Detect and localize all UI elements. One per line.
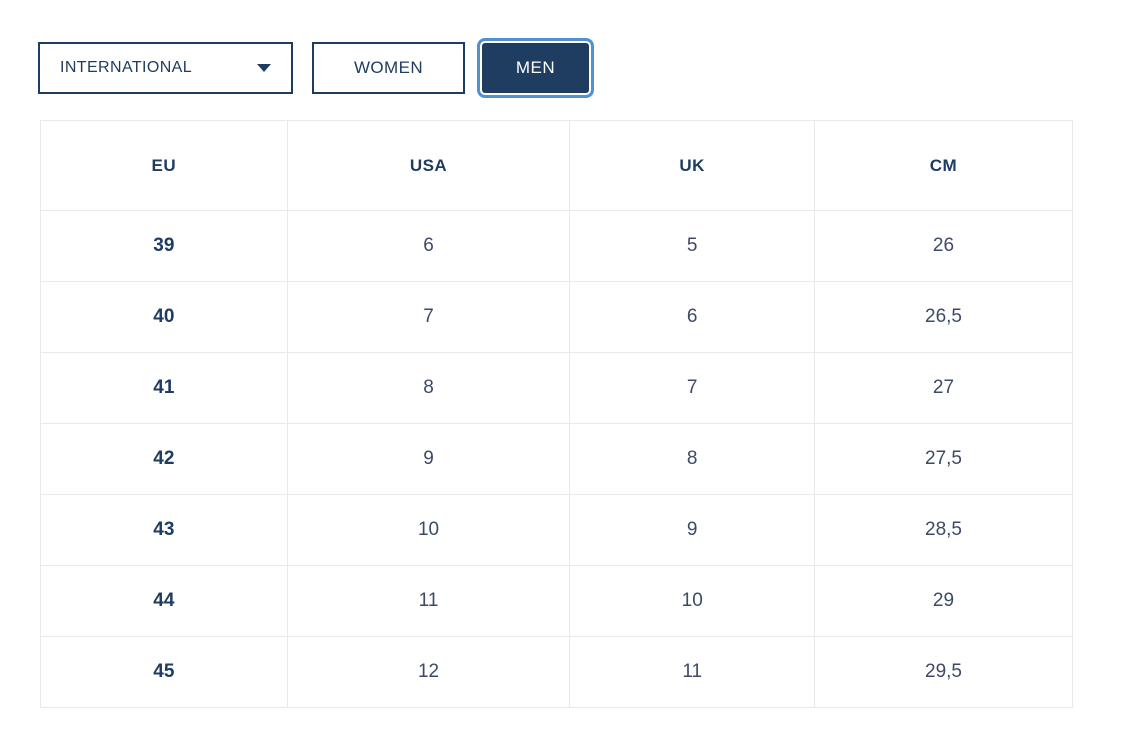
table-cell: 6 — [286, 210, 571, 282]
table-cell: 12 — [286, 636, 571, 708]
tab-men[interactable]: MEN — [482, 43, 589, 93]
table-row: 44 11 10 29 — [40, 565, 1074, 637]
table-row: 43 10 9 28,5 — [40, 494, 1074, 566]
table-cell: 39 — [40, 210, 288, 282]
table-cell: 29 — [813, 565, 1074, 637]
table-cell: 42 — [40, 423, 288, 495]
table-cell: 28,5 — [813, 494, 1074, 566]
table-cell: 26,5 — [813, 281, 1074, 353]
table-row: 41 8 7 27 — [40, 352, 1074, 424]
table-cell: 8 — [569, 423, 815, 495]
tab-women[interactable]: WOMEN — [312, 42, 465, 94]
caret-down-icon — [257, 64, 271, 72]
table-cell: 9 — [569, 494, 815, 566]
tab-men-focus-ring: MEN — [477, 38, 594, 98]
table-cell: 27 — [813, 352, 1074, 424]
size-chart-controls: INTERNATIONAL WOMEN MEN — [38, 38, 594, 98]
table-cell: 40 — [40, 281, 288, 353]
table-cell: 10 — [286, 494, 571, 566]
table-cell: 45 — [40, 636, 288, 708]
table-cell: 5 — [569, 210, 815, 282]
table-cell: 7 — [286, 281, 571, 353]
header-row: EU USA UK CM — [40, 120, 1074, 211]
table-cell: 44 — [40, 565, 288, 637]
table-cell: 11 — [286, 565, 571, 637]
table-cell: 26 — [813, 210, 1074, 282]
table-cell: 9 — [286, 423, 571, 495]
table-row: 42 9 8 27,5 — [40, 423, 1074, 495]
table-cell: 6 — [569, 281, 815, 353]
table-cell: 29,5 — [813, 636, 1074, 708]
column-header-uk: UK — [569, 120, 815, 211]
table-row: 45 12 11 29,5 — [40, 636, 1074, 708]
table-row: 40 7 6 26,5 — [40, 281, 1074, 353]
table-cell: 8 — [286, 352, 571, 424]
table-cell: 41 — [40, 352, 288, 424]
column-header-eu: EU — [40, 120, 288, 211]
size-table-header: EU USA UK CM — [40, 120, 1074, 211]
column-header-usa: USA — [286, 120, 571, 211]
column-header-cm: CM — [813, 120, 1074, 211]
table-cell: 11 — [569, 636, 815, 708]
table-cell: 7 — [569, 352, 815, 424]
table-cell: 27,5 — [813, 423, 1074, 495]
table-row: 39 6 5 26 — [40, 210, 1074, 282]
table-cell: 43 — [40, 494, 288, 566]
region-dropdown-value: INTERNATIONAL — [60, 59, 193, 76]
size-conversion-table: EU USA UK CM 39 6 5 26 40 7 6 26,5 41 8 7 27 42 9 8 27,5 43… — [40, 120, 1074, 708]
size-table-body: 39 6 5 26 40 7 6 26,5 41 8 7 27 42 9 8 27,5 43 10 9 28,5 44 1… — [40, 210, 1074, 708]
table-cell: 10 — [569, 565, 815, 637]
region-dropdown[interactable]: INTERNATIONAL — [38, 42, 293, 94]
